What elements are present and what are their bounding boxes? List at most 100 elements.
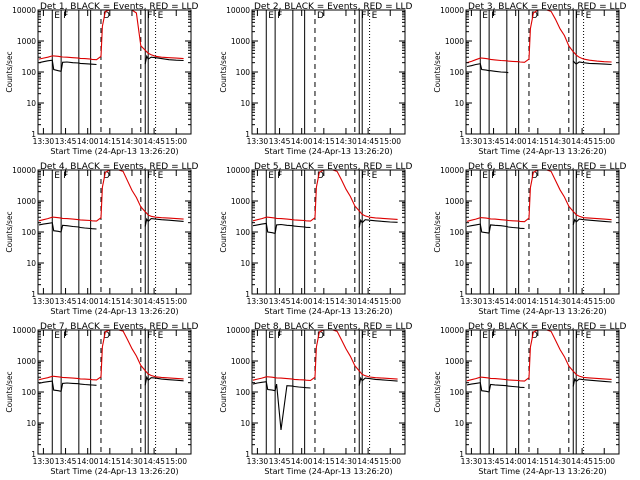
detector-panel-8: Det 8, BLACK = Events, RED = LLDEFDFE110… [219, 322, 413, 476]
flag-label: F [147, 11, 152, 21]
events-series-line [38, 54, 184, 72]
y-tick-label: 1000 [231, 37, 250, 46]
y-tick-label: 10 [240, 419, 250, 428]
x-tick-label: 15:00 [593, 137, 615, 146]
x-tick-label: 14:45 [357, 457, 379, 466]
y-tick-label: 10 [454, 99, 464, 108]
flag-label: E [268, 331, 274, 341]
x-tick-label: 15:00 [593, 297, 615, 306]
x-tick-label: 13:45 [483, 297, 505, 306]
x-tick-label: 14:30 [335, 297, 357, 306]
panel-title: Det 1, BLACK = Events, RED = LLD [40, 2, 199, 12]
events-series-line [466, 218, 612, 234]
x-tick-label: 14:00 [77, 297, 99, 306]
x-tick-label: 13:45 [483, 137, 505, 146]
x-tick-label: 14:15 [99, 297, 121, 306]
y-tick-label: 100 [236, 68, 251, 77]
y-tick-label: 1000 [17, 197, 36, 206]
lld-series-line [38, 169, 184, 222]
flag-label: E [482, 11, 488, 21]
events-series-line [252, 376, 398, 430]
x-axis-label: Start Time (24-Apr-13 13:26:20) [264, 307, 392, 316]
y-axis-label: Counts/sec [433, 371, 442, 412]
y-tick-label: 100 [450, 388, 465, 397]
y-tick-label: 10000 [226, 6, 250, 15]
flag-label: E [54, 171, 60, 181]
x-axis-label: Start Time (24-Apr-13 13:26:20) [264, 467, 392, 476]
y-tick-label: 1000 [17, 357, 36, 366]
x-axis-label: Start Time (24-Apr-13 13:26:20) [478, 147, 606, 156]
y-tick-label: 1000 [445, 197, 464, 206]
y-tick-label: 10000 [12, 6, 36, 15]
flag-label: E [586, 11, 592, 21]
flag-label: E [268, 11, 274, 21]
x-tick-label: 14:15 [527, 457, 549, 466]
flag-label: D [531, 171, 538, 181]
y-axis-label: Counts/sec [433, 211, 442, 252]
flag-label: D [317, 171, 324, 181]
flag-label: E [372, 331, 378, 341]
x-tick-label: 14:00 [77, 457, 99, 466]
panel-title: Det 3, BLACK = Events, RED = LLD [468, 2, 627, 12]
x-tick-label: 14:30 [549, 457, 571, 466]
y-tick-label: 100 [22, 228, 37, 237]
x-tick-label: 14:00 [291, 297, 313, 306]
flag-label: F [147, 171, 152, 181]
y-tick-label: 100 [236, 228, 251, 237]
flag-label: E [586, 171, 592, 181]
events-series-line [466, 377, 612, 393]
y-axis-label: Counts/sec [219, 51, 228, 92]
y-axis-label: Counts/sec [219, 371, 228, 412]
flag-label: E [158, 11, 164, 21]
x-tick-label: 15:00 [379, 137, 401, 146]
x-tick-label: 14:00 [505, 457, 527, 466]
x-tick-label: 13:45 [483, 457, 505, 466]
y-axis-label: Counts/sec [433, 51, 442, 92]
y-axis-label: Counts/sec [5, 371, 14, 412]
y-tick-label: 1 [459, 290, 464, 299]
x-tick-label: 14:45 [571, 297, 593, 306]
x-tick-label: 14:00 [505, 297, 527, 306]
flag-label: E [158, 331, 164, 341]
flag-label: E [372, 11, 378, 21]
x-tick-label: 14:00 [291, 457, 313, 466]
x-axis-label: Start Time (24-Apr-13 13:26:20) [478, 467, 606, 476]
panel-title: Det 2, BLACK = Events, RED = LLD [254, 2, 413, 12]
y-tick-label: 10 [240, 259, 250, 268]
flag-label: D [317, 11, 324, 21]
x-tick-label: 15:00 [593, 457, 615, 466]
y-tick-label: 1 [245, 450, 250, 459]
x-axis-label: Start Time (24-Apr-13 13:26:20) [50, 467, 178, 476]
y-tick-label: 10000 [440, 166, 464, 175]
x-tick-label: 15:00 [165, 457, 187, 466]
x-tick-label: 14:15 [313, 297, 335, 306]
x-tick-label: 14:15 [99, 137, 121, 146]
flag-label: E [482, 331, 488, 341]
panel-title: Det 7, BLACK = Events, RED = LLD [40, 322, 199, 332]
flag-label: F [575, 11, 580, 21]
flag-label: E [158, 171, 164, 181]
y-tick-label: 10 [26, 419, 36, 428]
panel-title: Det 6, BLACK = Events, RED = LLD [468, 162, 627, 172]
x-tick-label: 14:30 [335, 457, 357, 466]
y-tick-label: 1 [31, 290, 36, 299]
y-tick-label: 10000 [440, 326, 464, 335]
x-tick-label: 14:15 [527, 297, 549, 306]
y-tick-label: 1000 [231, 357, 250, 366]
flag-label: F [575, 171, 580, 181]
x-axis-label: Start Time (24-Apr-13 13:26:20) [50, 307, 178, 316]
y-tick-label: 10 [26, 99, 36, 108]
flag-label: E [54, 331, 60, 341]
x-tick-label: 15:00 [165, 297, 187, 306]
y-tick-label: 1000 [231, 197, 250, 206]
x-tick-label: 13:30 [247, 297, 269, 306]
x-tick-label: 14:30 [335, 137, 357, 146]
lld-series-line [252, 169, 398, 222]
x-tick-label: 13:45 [55, 457, 77, 466]
y-tick-label: 1000 [445, 37, 464, 46]
panel-title: Det 4, BLACK = Events, RED = LLD [40, 162, 199, 172]
flag-label: F [361, 11, 366, 21]
flag-label: D [531, 331, 538, 341]
lld-series-line [466, 169, 612, 223]
x-tick-label: 14:45 [143, 297, 165, 306]
